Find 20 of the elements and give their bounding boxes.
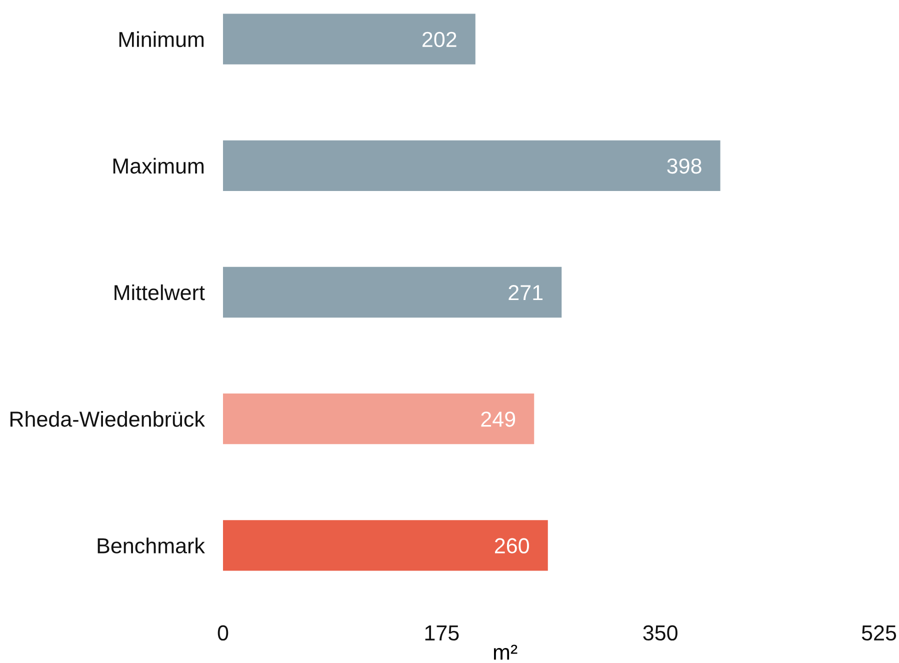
- bar: [223, 266, 562, 318]
- x-axis-title: m²: [494, 644, 518, 660]
- data-label: 398: [667, 158, 702, 174]
- x-tick-label: 350: [643, 625, 678, 641]
- x-tick-label: 175: [425, 626, 459, 641]
- y-tick-label: Benchmark: [98, 538, 205, 554]
- x-tick-label: 0: [218, 625, 228, 641]
- bar: [223, 394, 534, 444]
- bar: [223, 14, 476, 64]
- bar: [223, 140, 720, 191]
- y-tick-label: Minimum: [119, 31, 204, 48]
- y-tick-label: Maximum: [113, 158, 204, 174]
- y-tick-label: Rheda-Wiedenbrück: [10, 411, 205, 427]
- data-label: 249: [481, 412, 516, 427]
- bar: [223, 520, 548, 571]
- data-label: 260: [494, 538, 529, 554]
- data-label: 202: [422, 32, 456, 48]
- y-tick-label: Mittelwert: [114, 284, 205, 300]
- x-tick-label: 525: [862, 625, 896, 641]
- data-label: 271: [508, 285, 543, 300]
